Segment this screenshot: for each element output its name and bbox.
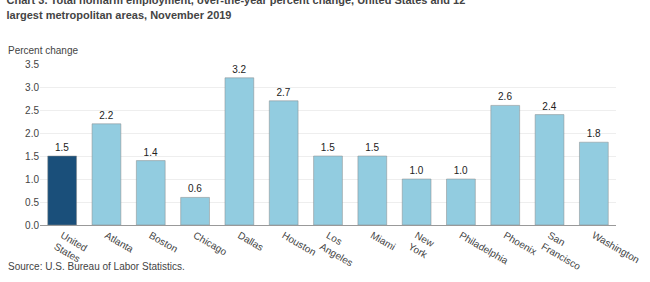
svg-text:Houston: Houston <box>280 230 318 258</box>
svg-text:2.0: 2.0 <box>25 128 39 139</box>
svg-text:Percent change: Percent change <box>8 45 78 56</box>
svg-text:UnitedStates: UnitedStates <box>52 230 89 265</box>
svg-text:Chicago: Chicago <box>192 230 230 258</box>
svg-text:2.4: 2.4 <box>542 101 556 112</box>
svg-text:1.4: 1.4 <box>144 147 158 158</box>
svg-text:2.7: 2.7 <box>277 87 291 98</box>
svg-text:LosAngeles: LosAngeles <box>318 230 361 269</box>
svg-text:Source: U.S. Bureau of Labor S: Source: U.S. Bureau of Labor Statistics. <box>8 261 185 272</box>
svg-text:2.2: 2.2 <box>99 110 113 121</box>
svg-text:Dallas: Dallas <box>236 230 266 253</box>
svg-text:NewYork: NewYork <box>407 230 437 261</box>
svg-text:Boston: Boston <box>147 230 179 255</box>
svg-text:1.5: 1.5 <box>365 142 379 153</box>
svg-text:Miami: Miami <box>369 230 398 253</box>
svg-text:3.2: 3.2 <box>232 64 246 75</box>
svg-text:0.0: 0.0 <box>25 220 39 231</box>
svg-text:SanFrancisco: SanFrancisco <box>540 230 590 273</box>
svg-text:3.0: 3.0 <box>25 82 39 93</box>
svg-text:Washington: Washington <box>590 230 641 266</box>
svg-text:1.5: 1.5 <box>55 142 69 153</box>
svg-text:Phoenix: Phoenix <box>502 230 539 258</box>
svg-text:2.5: 2.5 <box>25 105 39 116</box>
svg-text:Philadelphia: Philadelphia <box>457 230 510 267</box>
svg-text:1.0: 1.0 <box>409 165 423 176</box>
svg-text:1.5: 1.5 <box>25 151 39 162</box>
svg-text:1.5: 1.5 <box>321 142 335 153</box>
svg-text:Atlanta: Atlanta <box>103 230 136 255</box>
svg-text:0.6: 0.6 <box>188 183 202 194</box>
svg-text:3.5: 3.5 <box>25 59 39 70</box>
svg-text:1.8: 1.8 <box>587 128 601 139</box>
svg-text:2.6: 2.6 <box>498 91 512 102</box>
svg-text:1.0: 1.0 <box>454 165 468 176</box>
svg-text:0.5: 0.5 <box>25 197 39 208</box>
svg-text:Chart 3. Total nonfarm employm: Chart 3. Total nonfarm employment, over-… <box>7 0 466 21</box>
svg-text:1.0: 1.0 <box>25 174 39 185</box>
